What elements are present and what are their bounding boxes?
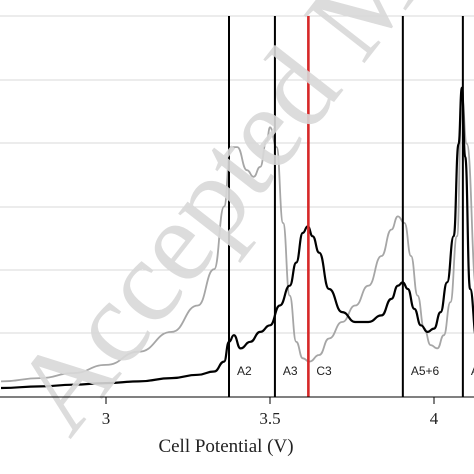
marker-label: C3	[316, 364, 332, 378]
x-axis-label: Cell Potential (V)	[158, 436, 293, 457]
x-tick-label: 3.5	[259, 409, 280, 428]
x-tick-label: 4	[430, 409, 439, 428]
series-line-black	[0, 86, 474, 390]
marker-label: A5+6	[411, 364, 440, 378]
x-axis-ticks: 3 3.5 4	[102, 397, 439, 428]
x-tick-label: 3	[102, 409, 111, 428]
marker-label: A3	[283, 364, 298, 378]
marker-label: A	[471, 364, 474, 378]
marker-label: A2	[237, 364, 252, 378]
grid-lines	[0, 15, 474, 334]
marker-lines: A2 A3 C3 A5+6 A	[228, 16, 474, 397]
